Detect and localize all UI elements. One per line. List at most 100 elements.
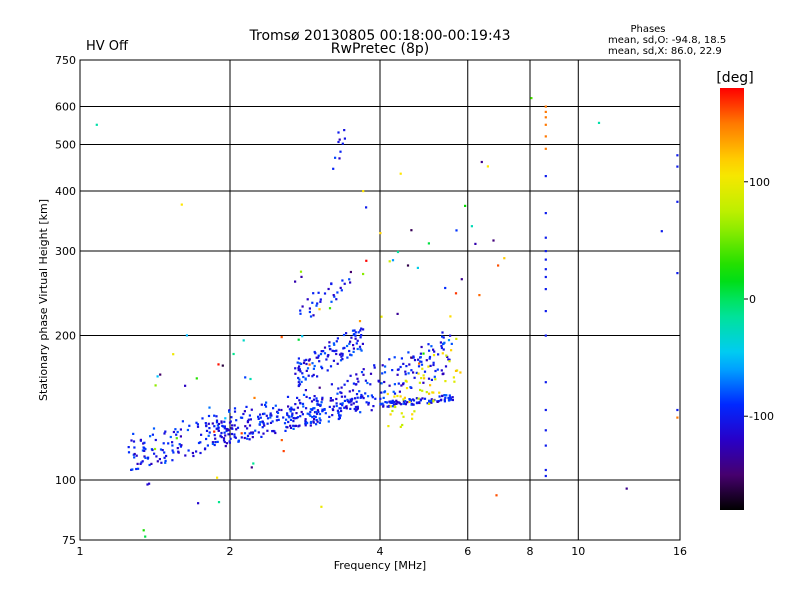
- data-point: [355, 373, 358, 376]
- data-point: [271, 430, 274, 433]
- data-point: [246, 437, 249, 440]
- data-point: [320, 401, 323, 404]
- data-point: [391, 369, 394, 372]
- data-point: [155, 455, 158, 458]
- data-point: [317, 354, 320, 357]
- data-point: [185, 334, 188, 337]
- data-point: [448, 358, 451, 361]
- data-point: [261, 420, 264, 423]
- data-point: [174, 428, 177, 431]
- data-point: [445, 354, 448, 357]
- data-point: [167, 442, 170, 445]
- data-point: [305, 407, 308, 410]
- data-point: [544, 429, 547, 432]
- data-point: [418, 381, 421, 384]
- data-point: [248, 438, 251, 441]
- data-point: [229, 437, 232, 440]
- data-point: [354, 334, 357, 337]
- data-point: [328, 348, 332, 351]
- data-point: [391, 405, 394, 408]
- data-point: [597, 121, 601, 124]
- data-point: [356, 347, 359, 351]
- data-point: [260, 403, 263, 406]
- data-point: [156, 460, 159, 463]
- data-point: [305, 369, 308, 372]
- data-point: [164, 459, 167, 462]
- data-point: [427, 377, 431, 380]
- data-point: [336, 337, 339, 340]
- data-point: [243, 410, 246, 413]
- data-point: [290, 406, 293, 409]
- data-point: [346, 398, 349, 401]
- data-point: [205, 424, 208, 427]
- y-tick-label: 75: [62, 534, 76, 547]
- data-point: [328, 405, 331, 408]
- data-point: [408, 398, 411, 401]
- data-point: [425, 391, 428, 394]
- data-point: [357, 331, 360, 334]
- data-point: [274, 404, 277, 407]
- data-point: [213, 430, 216, 433]
- data-point: [246, 427, 249, 430]
- data-point: [249, 418, 252, 421]
- data-point: [338, 138, 341, 141]
- data-point: [339, 402, 342, 405]
- data-point: [544, 310, 547, 313]
- data-point: [420, 345, 423, 349]
- data-point: [302, 393, 306, 396]
- data-point: [304, 378, 307, 381]
- data-point: [387, 425, 390, 428]
- data-point: [316, 420, 319, 423]
- data-point: [159, 448, 163, 451]
- colorbar-tick-label: -100: [749, 410, 774, 423]
- data-point: [330, 282, 333, 286]
- data-point: [289, 424, 292, 427]
- data-point: [334, 156, 337, 159]
- data-point: [294, 280, 297, 283]
- data-point: [345, 405, 348, 408]
- data-point: [367, 401, 370, 404]
- data-point: [171, 441, 174, 444]
- data-point: [127, 446, 130, 449]
- data-point: [392, 390, 395, 393]
- data-point: [389, 400, 392, 403]
- data-point: [312, 292, 315, 295]
- chart-title-line2: RwPretec (8p): [331, 41, 429, 57]
- data-point: [391, 399, 394, 402]
- data-point: [178, 443, 181, 446]
- data-point: [323, 352, 327, 355]
- data-point: [300, 410, 303, 414]
- data-point: [411, 417, 414, 420]
- data-point: [346, 356, 349, 359]
- data-point: [312, 373, 315, 376]
- data-point: [285, 418, 288, 421]
- data-point: [276, 415, 279, 418]
- data-point: [263, 412, 266, 415]
- data-point: [317, 410, 320, 413]
- data-point: [389, 405, 392, 408]
- data-point: [544, 381, 547, 384]
- data-point: [301, 402, 305, 405]
- data-point: [297, 376, 300, 380]
- data-point: [402, 402, 405, 405]
- data-point: [429, 384, 432, 387]
- chart-title-line1: Tromsø 20130805 00:18:00-00:19:43: [249, 28, 511, 44]
- data-point: [147, 456, 150, 459]
- data-point: [184, 454, 187, 457]
- data-point: [156, 375, 159, 378]
- data-point: [264, 405, 268, 408]
- data-point: [316, 403, 319, 406]
- data-point: [418, 360, 422, 363]
- data-point: [330, 300, 333, 303]
- data-point: [318, 308, 321, 311]
- data-point: [187, 449, 190, 452]
- data-point: [297, 338, 300, 341]
- data-point: [441, 394, 444, 397]
- data-point: [160, 461, 163, 464]
- data-point: [240, 436, 243, 439]
- data-point: [313, 395, 316, 398]
- data-point: [335, 340, 338, 343]
- data-point: [282, 416, 285, 419]
- data-point: [243, 436, 246, 440]
